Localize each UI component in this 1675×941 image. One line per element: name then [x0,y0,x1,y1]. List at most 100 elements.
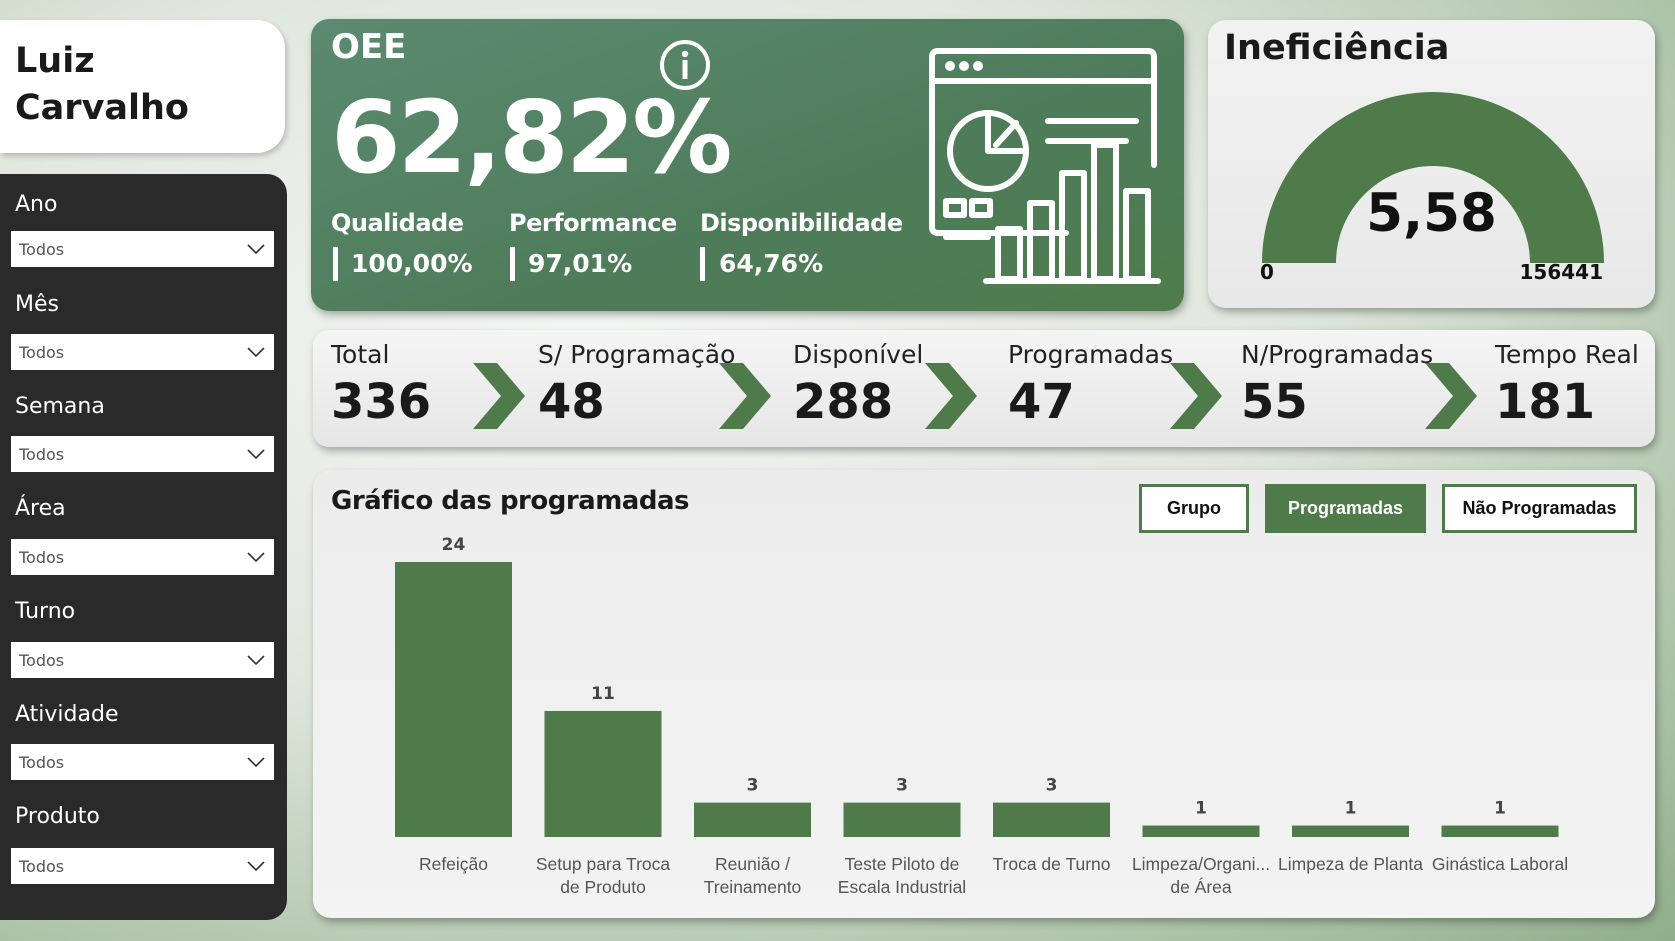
chart-category-line: de Área [1170,877,1232,897]
flow-value-programadas: 47 [1008,374,1075,430]
kpi-value-qualidade: 100,00% [351,249,473,278]
chevron-down-icon [247,449,265,460]
toggle-grupo-button[interactable]: Grupo [1139,484,1249,533]
flow-card: Total 336 S/ Programação 48 Disponível 2… [313,330,1655,447]
filter-select-mes[interactable]: Todos [11,334,274,370]
filter-label-area: Área [15,496,66,521]
gauge-max-label: 156441 [1519,260,1604,284]
flow-label-tempo-real: Tempo Real [1495,340,1639,369]
filter-label-produto: Produto [15,804,100,829]
kpi-divider [700,247,705,281]
kpi-divider [333,247,338,281]
chevron-right-icon [473,363,525,429]
oee-title: OEE [331,27,407,67]
chart-bar[interactable] [1292,825,1409,837]
filter-select-area[interactable]: Todos [11,539,274,575]
chart-category-line: Limpeza/Organi... [1132,854,1270,874]
chart-category-label: Setup para Troca de Produto [536,854,671,897]
chevron-right-icon [719,363,771,429]
kpi-value-disponibilidade: 64,76% [719,249,824,278]
chart-category-label: Troca de Turno [992,854,1110,874]
filter-value-semana: Todos [19,445,65,464]
oee-card: OEE 62,82% Qualidade 100,00% Performance… [311,19,1184,311]
info-icon[interactable] [659,39,711,91]
chart-data-label: 3 [1046,776,1058,796]
inefficiency-card: Ineficiência 5,58 0 156441 [1208,20,1655,308]
filter-select-atividade[interactable]: Todos [11,744,274,780]
chart-data-label: 3 [896,776,908,796]
chart-category-line: Limpeza de Planta [1278,854,1423,874]
inefficiency-value: 5,58 [1366,183,1497,244]
chart-data-label: 1 [1494,799,1506,819]
flow-label-programadas: Programadas [1008,340,1174,369]
chart-bar[interactable] [544,710,662,837]
chart-category-line: Ginástica Laboral [1432,854,1568,874]
toggle-nao-programadas-button[interactable]: Não Programadas [1442,484,1637,533]
flow-value-nao-programadas: 55 [1241,374,1308,430]
filter-select-turno[interactable]: Todos [11,642,274,678]
kpi-value-performance: 97,01% [528,249,633,278]
filter-value-mes: Todos [19,343,65,362]
flow-label-nao-programadas: N/Programadas [1241,340,1434,369]
chart-bar[interactable] [1441,825,1559,837]
chart-bar[interactable] [395,562,512,837]
chart-category-label: Refeição [419,854,488,874]
chevron-right-icon [1170,363,1222,429]
flow-label-sem-programacao: S/ Programação [538,340,736,369]
kpi-label-performance: Performance [509,209,677,237]
oee-value: 62,82% [331,79,733,196]
chart-category-line: de Produto [560,877,646,897]
chart-data-label: 1 [1345,799,1357,819]
filter-value-turno: Todos [19,651,65,670]
chart-bar[interactable] [1142,825,1260,837]
chart-category-label: Ginástica Laboral [1432,854,1568,874]
chevron-down-icon [247,244,265,255]
toggle-programadas-button[interactable]: Programadas [1265,484,1426,533]
gauge-min-label: 0 [1260,260,1274,284]
chart-bar[interactable] [993,802,1110,837]
user-name-first: Luiz [15,41,95,81]
chart-category-line: Reunião / [715,854,790,874]
filter-label-turno: Turno [15,599,76,624]
chevron-down-icon [247,757,265,768]
chart-bar[interactable] [694,802,811,837]
chevron-down-icon [247,347,265,358]
kpi-label-qualidade: Qualidade [331,209,464,237]
chart-category-label: Limpeza/Organi... de Área [1132,854,1270,897]
chart-category-line: Treinamento [704,877,802,897]
user-name-last: Carvalho [15,88,189,128]
chart-card: 24 Refeição 11 Setup para Troca de Produto 3 R… [313,470,1655,918]
filter-panel: Ano Todos Mês Todos Semana Todos Área To… [0,174,287,920]
filter-label-ano: Ano [15,192,58,217]
chart-data-label: 11 [591,684,615,704]
filter-select-produto[interactable]: Todos [11,848,274,884]
filter-value-ano: Todos [19,240,65,259]
chart-data-label: 24 [442,535,466,555]
chart-category-line: Troca de Turno [992,854,1110,874]
chevron-down-icon [247,655,265,666]
flow-value-tempo-real: 181 [1495,374,1596,430]
chart-category-line: Refeição [419,854,488,874]
chart-category-label: Teste Piloto de Escala Industrial [838,854,966,897]
chart-category-line: Escala Industrial [838,877,966,897]
filter-label-atividade: Atividade [15,702,119,727]
chart-data-label: 1 [1195,799,1207,819]
filter-select-semana[interactable]: Todos [11,436,274,472]
chart-category-label: Limpeza de Planta [1278,854,1423,874]
chart-category-line: Teste Piloto de [845,854,960,874]
flow-label-disponivel: Disponível [793,340,924,369]
kpi-divider [510,247,515,281]
chart-bar[interactable] [843,802,961,837]
filter-value-produto: Todos [19,857,65,876]
chart-category-line: Setup para Troca [536,854,671,874]
filter-select-ano[interactable]: Todos [11,231,274,267]
inefficiency-title: Ineficiência [1224,28,1450,68]
chart-category-label: Reunião / Treinamento [704,854,802,897]
chevron-down-icon [247,552,265,563]
flow-value-sem-programacao: 48 [538,374,605,430]
kpi-label-disponibilidade: Disponibilidade [700,209,903,237]
filter-value-atividade: Todos [19,753,65,772]
flow-value-total: 336 [331,374,432,430]
chevron-right-icon [1425,363,1477,429]
chart-title: Gráfico das programadas [331,486,689,516]
